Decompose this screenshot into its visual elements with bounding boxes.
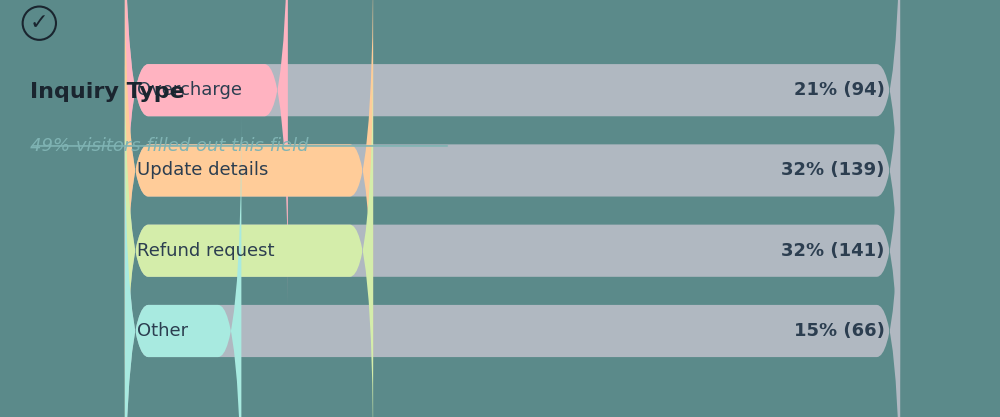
Text: 32% (139): 32% (139): [781, 161, 885, 179]
FancyBboxPatch shape: [125, 0, 900, 385]
Text: ✓: ✓: [30, 13, 49, 33]
Text: 32% (141): 32% (141): [781, 242, 885, 260]
FancyBboxPatch shape: [125, 116, 241, 417]
Text: Refund request: Refund request: [137, 242, 274, 260]
Text: Inquiry Type: Inquiry Type: [30, 82, 185, 102]
Text: Update details: Update details: [137, 161, 268, 179]
Text: Other: Other: [137, 322, 188, 340]
Text: Overcharge: Overcharge: [137, 81, 242, 99]
Text: 15% (66): 15% (66): [794, 322, 885, 340]
FancyBboxPatch shape: [125, 0, 900, 305]
Text: 49% visitors filled out this field: 49% visitors filled out this field: [30, 137, 308, 155]
FancyBboxPatch shape: [125, 0, 373, 385]
FancyBboxPatch shape: [125, 36, 900, 417]
Text: 21% (94): 21% (94): [794, 81, 885, 99]
FancyBboxPatch shape: [125, 0, 288, 305]
FancyBboxPatch shape: [125, 116, 900, 417]
FancyBboxPatch shape: [125, 36, 373, 417]
